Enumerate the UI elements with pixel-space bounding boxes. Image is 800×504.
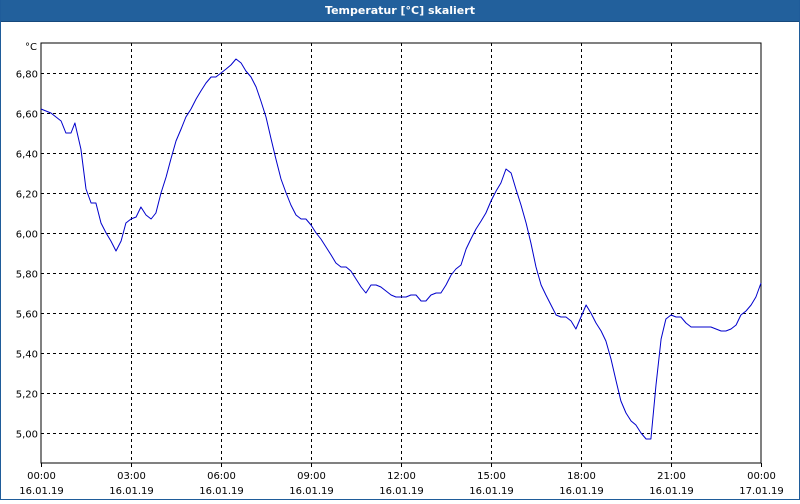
y-tick-label: 5,00	[16, 430, 38, 441]
x-tick-date: 17.01.19	[739, 486, 784, 497]
x-tick-date: 16.01.19	[469, 486, 514, 497]
x-tick-time: 00:00	[747, 471, 776, 482]
x-tick-time: 15:00	[477, 471, 506, 482]
x-tick-time: 09:00	[297, 471, 326, 482]
x-tick-time: 03:00	[117, 471, 146, 482]
y-tick-label: 5,20	[16, 390, 38, 401]
x-tick-date: 16.01.19	[289, 486, 334, 497]
y-tick-label: 6,00	[16, 230, 38, 241]
x-tick-date: 16.01.19	[379, 486, 424, 497]
plot-frame	[40, 42, 762, 464]
temperature-line	[40, 58, 762, 440]
x-tick-date: 16.01.19	[199, 486, 244, 497]
y-tick-label: 6,40	[16, 150, 38, 161]
y-axis-ticks: 5,00 5,20 5,40 5,60 5,80 6,00 6,20 6,40 6,60 6,80	[16, 70, 38, 441]
y-tick-label: 5,60	[16, 310, 38, 321]
x-tick-time: 00:00	[27, 471, 56, 482]
y-tick-label: 5,80	[16, 270, 38, 281]
y-tick-label: 5,40	[16, 350, 38, 361]
y-tick-label: 6,60	[16, 110, 38, 121]
window-title: Temperatur [°C] skaliert	[1, 0, 799, 22]
data-series	[40, 58, 762, 440]
x-tick-date: 16.01.19	[649, 486, 694, 497]
x-tick-time: 12:00	[387, 471, 416, 482]
grid-lines	[41, 43, 762, 467]
x-tick-date: 16.01.19	[19, 486, 64, 497]
y-unit-label: °C	[25, 42, 37, 53]
y-tick-label: 6,80	[16, 70, 38, 81]
temperature-chart: 5,00 5,20 5,40 5,60 5,80 6,00 6,20 6,40 6,60 6,80…	[16, 42, 784, 497]
x-tick-time: 06:00	[207, 471, 236, 482]
x-tick-time: 21:00	[657, 471, 686, 482]
x-axis-ticks: 00:00 16.01.19 03:00 16.01.19 06:00 16.01.19 0…	[19, 471, 784, 497]
x-tick-time: 18:00	[567, 471, 596, 482]
x-tick-date: 16.01.19	[559, 486, 604, 497]
y-tick-label: 6,20	[16, 190, 38, 201]
x-tick-date: 16.01.19	[109, 486, 154, 497]
